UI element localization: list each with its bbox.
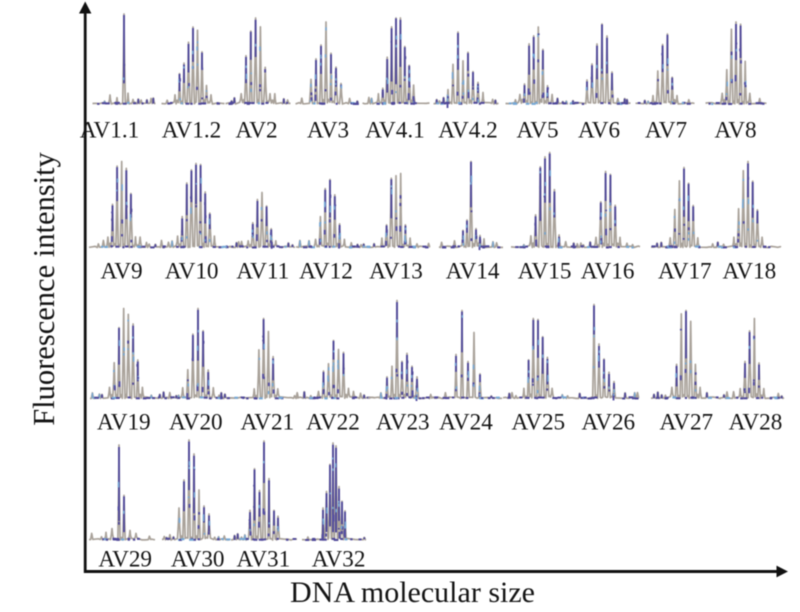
svg-text:AV27: AV27 — [659, 410, 713, 436]
svg-text:AV17: AV17 — [658, 259, 712, 285]
svg-text:AV15: AV15 — [518, 259, 572, 285]
svg-text:AV4.1: AV4.1 — [365, 118, 424, 144]
svg-text:Fluorescence intensity: Fluorescence intensity — [27, 151, 61, 425]
svg-text:AV1.2: AV1.2 — [162, 118, 221, 144]
svg-text:AV12: AV12 — [299, 259, 353, 285]
svg-text:AV26: AV26 — [581, 410, 635, 436]
svg-text:AV32: AV32 — [312, 547, 366, 573]
svg-text:AV22: AV22 — [306, 410, 360, 436]
svg-text:AV13: AV13 — [369, 259, 423, 285]
svg-text:AV18: AV18 — [723, 259, 777, 285]
svg-text:AV11: AV11 — [236, 259, 289, 285]
svg-text:AV31: AV31 — [237, 547, 291, 573]
svg-text:AV30: AV30 — [171, 547, 225, 573]
svg-text:AV25: AV25 — [511, 410, 565, 436]
svg-text:AV3: AV3 — [307, 118, 349, 144]
svg-text:AV8: AV8 — [714, 118, 756, 144]
svg-text:AV14: AV14 — [446, 259, 500, 285]
svg-text:DNA molecular size: DNA molecular size — [290, 576, 535, 609]
svg-text:AV7: AV7 — [645, 118, 687, 144]
svg-text:AV9: AV9 — [100, 259, 142, 285]
svg-text:AV10: AV10 — [165, 259, 219, 285]
svg-text:AV5: AV5 — [517, 118, 559, 144]
svg-text:AV1.1: AV1.1 — [80, 118, 139, 144]
svg-text:AV20: AV20 — [169, 410, 223, 436]
svg-text:AV24: AV24 — [439, 410, 493, 436]
svg-text:AV6: AV6 — [578, 118, 620, 144]
svg-text:AV23: AV23 — [376, 410, 430, 436]
svg-text:AV29: AV29 — [98, 547, 152, 573]
svg-text:AV2: AV2 — [235, 118, 277, 144]
svg-text:AV28: AV28 — [729, 410, 783, 436]
svg-text:AV16: AV16 — [581, 259, 635, 285]
svg-text:AV19: AV19 — [97, 410, 151, 436]
svg-text:AV4.2: AV4.2 — [438, 118, 497, 144]
svg-text:AV21: AV21 — [240, 410, 294, 436]
